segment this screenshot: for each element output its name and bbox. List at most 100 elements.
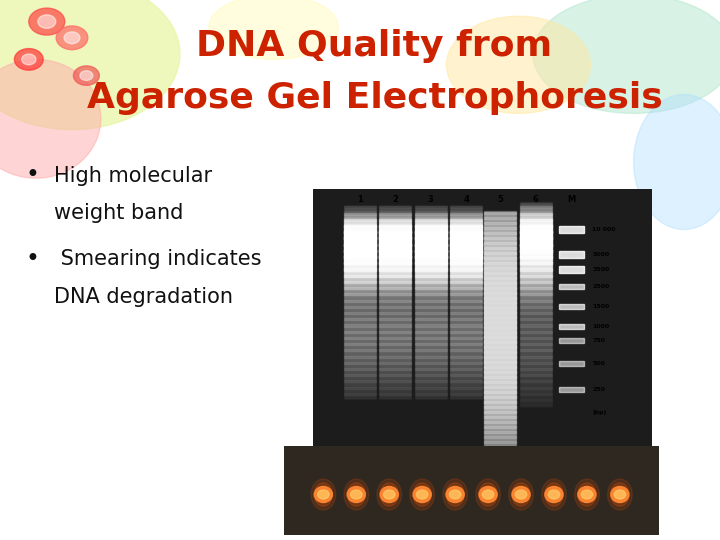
Bar [343, 348, 376, 349]
Bar [450, 213, 482, 214]
Bar [343, 335, 376, 336]
Bar [520, 225, 552, 227]
Bar [484, 460, 516, 461]
Bar [450, 245, 482, 246]
Bar [415, 323, 447, 324]
Bar [484, 223, 516, 225]
Bar [484, 230, 516, 231]
Bar [484, 283, 516, 285]
Bar [343, 298, 376, 299]
Bar [484, 370, 516, 372]
Bar [379, 264, 411, 265]
Bar [450, 315, 482, 316]
Bar [450, 269, 482, 271]
Bar [484, 269, 516, 270]
Bar [379, 349, 411, 350]
Text: •: • [25, 247, 39, 271]
Bar [520, 252, 552, 253]
Bar [343, 262, 376, 264]
Ellipse shape [320, 490, 327, 499]
Bar [450, 384, 482, 385]
Bar [450, 295, 482, 296]
Bar [415, 273, 447, 274]
Bar [415, 208, 447, 210]
Bar [520, 354, 552, 355]
Bar [343, 358, 376, 359]
Bar [520, 261, 552, 263]
Bar [450, 366, 482, 367]
Bar [415, 320, 447, 321]
Bar [343, 316, 376, 317]
Bar [450, 338, 482, 339]
Bar [415, 342, 447, 343]
Ellipse shape [581, 490, 593, 499]
Bar [450, 319, 482, 320]
Bar [520, 284, 552, 285]
Bar [520, 236, 552, 237]
Bar [343, 387, 376, 388]
Bar [379, 242, 411, 244]
Bar [450, 347, 482, 348]
Bar [484, 381, 516, 382]
Bar [415, 219, 447, 220]
Bar [520, 278, 552, 279]
Bar [484, 329, 516, 330]
Bar [343, 326, 376, 327]
Bar [484, 419, 516, 420]
Bar [450, 267, 482, 268]
Bar [415, 371, 447, 372]
Bar [520, 279, 552, 280]
Bar [415, 396, 447, 397]
Bar [450, 245, 482, 246]
Bar [484, 430, 516, 431]
Bar [450, 365, 482, 366]
Bar [520, 366, 552, 367]
Bar [343, 370, 376, 372]
Bar [343, 396, 376, 397]
Bar [450, 261, 482, 262]
Bar [379, 261, 411, 262]
Bar [450, 255, 482, 256]
Bar [450, 336, 482, 338]
Bar [484, 449, 516, 450]
Bar [450, 372, 482, 373]
Ellipse shape [548, 487, 560, 502]
Bar [520, 355, 552, 356]
Bar [484, 379, 516, 380]
Bar [484, 363, 516, 364]
Bar [484, 260, 516, 261]
Bar [379, 216, 411, 217]
Bar [484, 319, 516, 320]
Bar [520, 307, 552, 308]
Bar [450, 379, 482, 380]
Bar [379, 348, 411, 349]
Bar [450, 218, 482, 219]
Bar [450, 389, 482, 390]
Bar [343, 269, 376, 271]
Bar [484, 272, 516, 273]
Bar [450, 394, 482, 395]
Bar [484, 236, 516, 237]
Bar [379, 279, 411, 280]
Bar [520, 352, 552, 353]
Bar [343, 361, 376, 362]
Bar [484, 251, 516, 252]
Bar [343, 249, 376, 250]
Bar [520, 305, 552, 306]
Bar [484, 418, 516, 419]
Bar [415, 285, 447, 286]
Bar [379, 385, 411, 386]
Bar [450, 215, 482, 216]
Bar [415, 246, 447, 247]
Bar [450, 321, 482, 322]
Bar [484, 367, 516, 368]
Bar [484, 256, 516, 257]
Bar [520, 370, 552, 372]
Circle shape [80, 71, 93, 80]
Bar [520, 273, 552, 274]
Bar [379, 285, 411, 286]
Bar [450, 286, 482, 287]
Bar [415, 258, 447, 259]
Bar [484, 450, 516, 452]
Bar [343, 245, 376, 246]
